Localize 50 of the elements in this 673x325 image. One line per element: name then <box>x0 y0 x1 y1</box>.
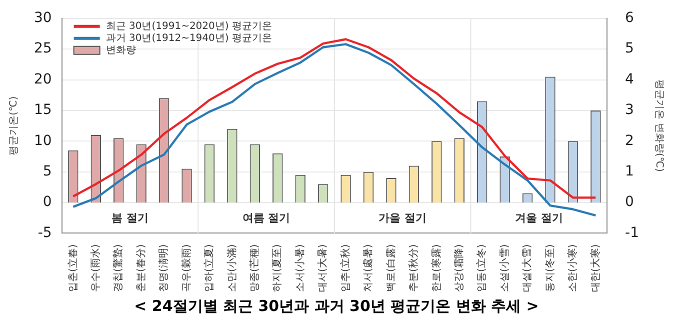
y2-tick-label: 1 <box>625 163 634 180</box>
y-tick-label: 20 <box>34 71 52 88</box>
x-tick-label: 백로(白露) <box>384 244 397 292</box>
y2-tick-label: 4 <box>625 71 634 88</box>
legend-label: 최근 30년(1991~2020년) 평균기온 <box>106 20 272 32</box>
x-tick-label: 추분(秋分) <box>408 244 420 292</box>
x-tick-label: 처서(處暑) <box>362 244 374 292</box>
x-tick-label: 춘분(春分) <box>134 244 147 292</box>
x-tick-label: 한로(寒露) <box>430 244 442 292</box>
x-tick-label: 대서(大暑) <box>316 244 329 292</box>
x-tick-label: 대설(大雪) <box>521 244 534 292</box>
y-tick-label: 0 <box>42 194 52 210</box>
y-tick-label: 5 <box>42 163 52 180</box>
x-tick-label: 입춘(立春) <box>66 244 79 292</box>
x-tick-label: 경칩(驚蟄) <box>112 244 124 292</box>
y2-tick-label: 5 <box>625 40 634 57</box>
legend-label: 과거 30년(1912~1940년) 평균기온 <box>106 32 272 44</box>
y-tick-label: 15 <box>34 102 52 118</box>
x-tick-label: 입동(立冬) <box>476 244 488 292</box>
x-tick-label: 소만(小滿) <box>226 244 238 292</box>
y-tick-label: 25 <box>34 40 52 57</box>
x-tick-label: 소설(小雪) <box>498 244 510 292</box>
x-tick-label: 상강(霜降) <box>452 244 465 292</box>
x-tick-label: 소한(小寒) <box>566 244 579 292</box>
x-tick-label: 대한(大寒) <box>589 244 602 292</box>
y-axis-title: 평균기온(℃) <box>8 96 20 156</box>
y2-tick-label: 0 <box>625 194 634 210</box>
y-tick-label: -5 <box>38 224 52 241</box>
y-tick-label: 30 <box>34 10 52 26</box>
legend-label: 변화량 <box>106 44 136 56</box>
x-tick-label: 소서(小暑) <box>294 244 306 292</box>
y2-tick-label: 2 <box>625 132 634 149</box>
x-tick-label: 입하(立夏) <box>203 244 216 292</box>
y2-axis-title: 평균기온 변화량(℃) <box>653 80 664 172</box>
x-tick-label: 하지(夏至) <box>272 244 284 292</box>
x-tick-label: 동지(冬至) <box>544 244 556 292</box>
y2-tick-label: 6 <box>625 10 634 26</box>
y-tick-label: 10 <box>34 132 52 149</box>
x-tick-label: 우수(雨水) <box>89 244 102 292</box>
annotation: 가을 절기 <box>378 212 427 225</box>
x-tick-label: 망종(芒種) <box>248 244 261 292</box>
x-tick-label: 곡우(穀雨) <box>180 244 192 292</box>
annotation: 봄 절기 <box>112 212 148 225</box>
x-tick-label: 청명(淸明) <box>158 244 170 292</box>
text: < 24절기별 최근 30년과 과거 30년 평균기온 변화 추세 > <box>133 297 540 316</box>
annotation: 겨울 절기 <box>514 212 563 225</box>
annotation: 여름 절기 <box>242 212 290 225</box>
x-tick-label: 입추(立秋) <box>339 244 352 292</box>
y2-tick-label: -1 <box>625 224 640 241</box>
y2-tick-label: 3 <box>625 102 634 118</box>
